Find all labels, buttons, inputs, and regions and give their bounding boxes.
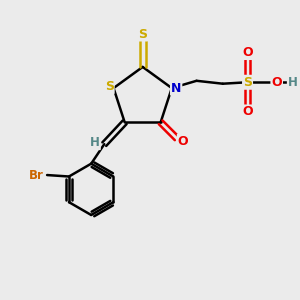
Text: S: S (105, 80, 114, 93)
Text: H: H (288, 76, 298, 89)
Text: S: S (138, 28, 147, 40)
Text: O: O (242, 106, 253, 118)
Text: S: S (243, 76, 252, 89)
Text: N: N (171, 82, 181, 94)
Text: O: O (178, 135, 188, 148)
Text: H: H (90, 136, 100, 149)
Text: Br: Br (28, 169, 44, 182)
Text: O: O (242, 46, 253, 59)
Text: O: O (272, 76, 282, 89)
